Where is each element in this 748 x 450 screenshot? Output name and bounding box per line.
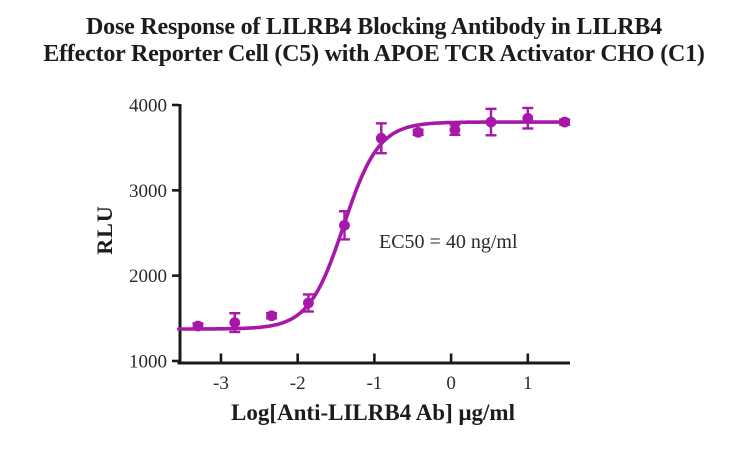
data-point xyxy=(192,320,204,332)
chart-title: Dose Response of LILRB4 Blocking Antibod… xyxy=(0,14,748,68)
chart-title-line2: Effector Reporter Cell (C5) with APOE TC… xyxy=(43,41,705,67)
data-point xyxy=(449,124,461,136)
data-point xyxy=(559,116,571,128)
data-point xyxy=(339,219,350,231)
data-point xyxy=(412,126,424,138)
y-tick-label: 1000 xyxy=(129,352,167,373)
y-tick-label: 2000 xyxy=(129,266,167,287)
data-point xyxy=(266,310,277,322)
y-tick-label: 4000 xyxy=(129,96,167,117)
data-point xyxy=(522,112,534,124)
x-tick-label: -1 xyxy=(366,373,382,394)
y-tick-label: 3000 xyxy=(129,181,167,202)
data-point xyxy=(485,116,497,128)
x-tick-label: 0 xyxy=(446,373,456,394)
x-axis-label: Log[Anti-LILRB4 Ab] μg/ml xyxy=(231,400,515,425)
fit-curve xyxy=(177,120,566,331)
chart-title-line1: Dose Response of LILRB4 Blocking Antibod… xyxy=(86,14,662,40)
data-point xyxy=(303,297,314,309)
x-tick-label: -2 xyxy=(290,373,306,394)
data-point xyxy=(229,317,241,328)
y-axis-label: RLU xyxy=(92,205,117,255)
ec50-annotation: EC50 = 40 ng/ml xyxy=(379,231,518,253)
data-point xyxy=(375,132,387,144)
x-tick-label: 1 xyxy=(523,373,533,394)
x-tick-label: -3 xyxy=(213,373,229,394)
